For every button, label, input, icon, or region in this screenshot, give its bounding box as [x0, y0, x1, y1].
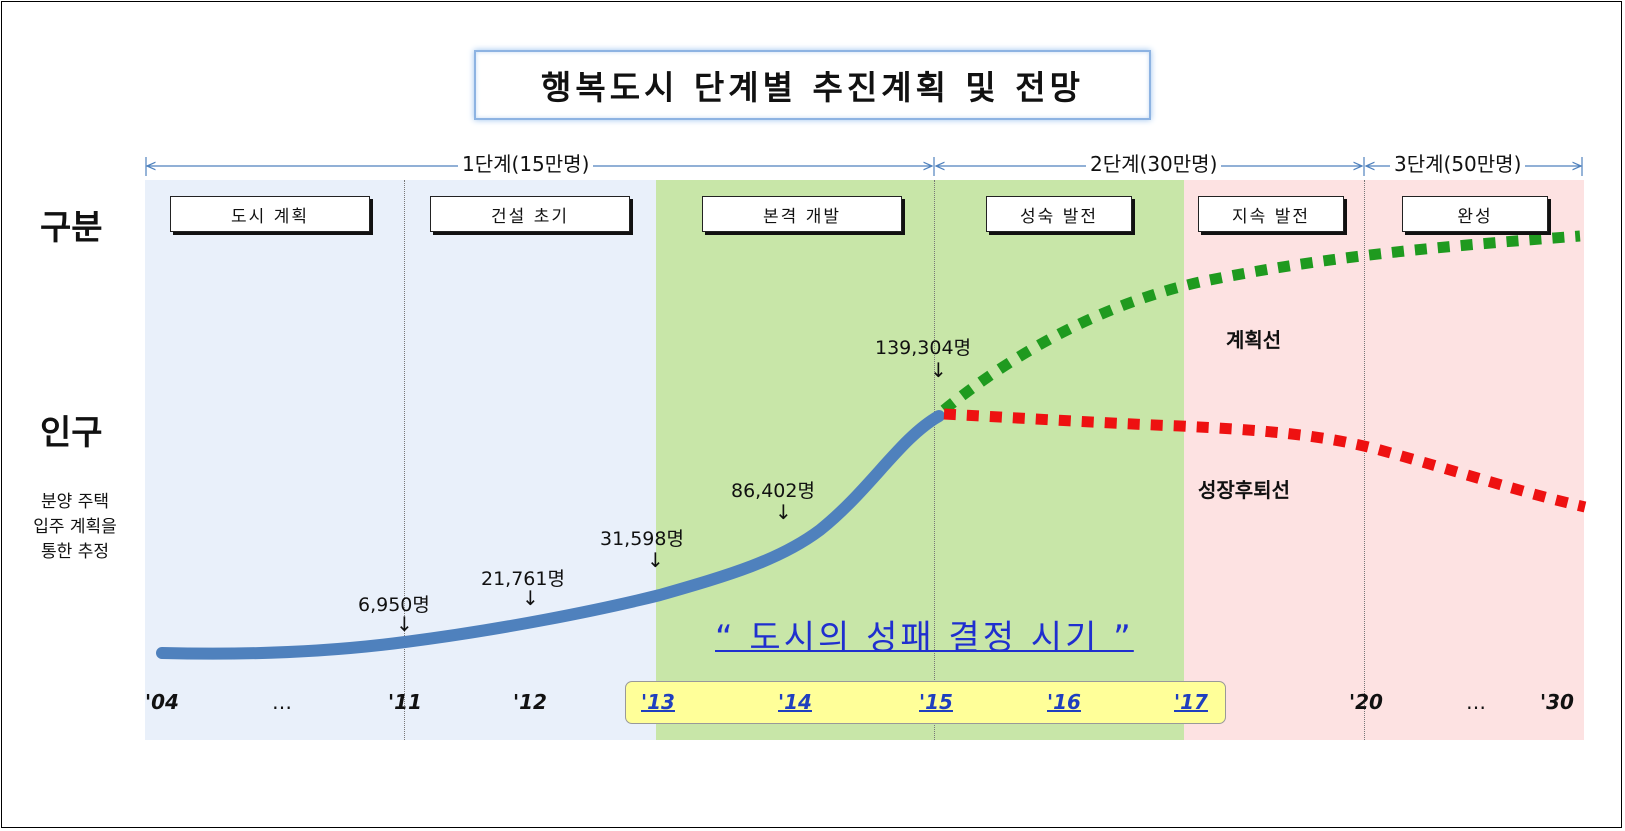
plan-line-label: 계획선	[1226, 328, 1282, 352]
year-2030: '30	[1540, 690, 1574, 714]
stage-1-label: 1단계(15만명)	[458, 148, 594, 177]
divider-2020	[1364, 180, 1365, 740]
note-line: 통한 추정	[41, 542, 109, 562]
phase-box-maturity: 성숙 발전	[986, 196, 1132, 232]
divider-2011	[404, 180, 405, 740]
slogan: “ 도시의 성패 결정 시기 ”	[715, 610, 1134, 659]
phase-box-early-construction: 건설 초기	[430, 196, 630, 232]
slogan-text: “ 도시의 성패 결정 시기 ”	[715, 618, 1134, 658]
population-2015: 139,304명	[875, 337, 972, 359]
phase-box-completion: 완성	[1402, 196, 1548, 232]
population-2011: 6,950명	[358, 594, 430, 616]
population-2012: 21,761명	[481, 568, 565, 590]
population-2014: 86,402명	[731, 480, 815, 502]
critical-period-highlight	[625, 681, 1226, 724]
stage-2-label: 2단계(30만명)	[1086, 148, 1222, 177]
estimate-note: 분양 주택 입주 계획을 통한 추정	[10, 490, 140, 565]
actual-population-line	[156, 410, 945, 660]
year-ellipsis: …	[1466, 690, 1486, 714]
band-late-period	[1184, 180, 1584, 740]
stage-3-label: 3단계(50만명)	[1390, 148, 1526, 177]
population-2013: 31,598명	[600, 528, 684, 550]
row-label-phase: 구분	[40, 208, 103, 248]
year-2016: '16	[1047, 690, 1081, 714]
year-2011: '11	[388, 690, 422, 714]
year-2014: '14	[778, 690, 812, 714]
phase-box-city-planning: 도시 계획	[170, 196, 370, 232]
phase-box-sustained: 지속 발전	[1198, 196, 1344, 232]
year-2020: '20	[1349, 690, 1383, 714]
band-growth-period	[656, 180, 1184, 740]
down-arrow-icon: ↓	[522, 586, 539, 610]
year-2012: '12	[513, 690, 547, 714]
down-arrow-icon: ↓	[396, 612, 413, 636]
divider-2015	[934, 180, 935, 740]
year-2013: '13	[641, 690, 675, 714]
note-line: 분양 주택	[41, 492, 109, 512]
title-box: 행복도시 단계별 추진계획 및 전망	[474, 50, 1151, 120]
decline-line-label: 성장후퇴선	[1198, 478, 1290, 502]
down-arrow-icon: ↓	[775, 500, 792, 524]
year-2017: '17	[1174, 690, 1208, 714]
year-2015: '15	[919, 690, 953, 714]
year-2004: '04	[145, 690, 179, 714]
row-label-population: 인구	[40, 413, 103, 453]
year-ellipsis: …	[272, 690, 292, 714]
note-line: 입주 계획을	[33, 517, 117, 537]
down-arrow-icon: ↓	[930, 358, 947, 382]
page-title: 행복도시 단계별 추진계획 및 전망	[541, 68, 1084, 107]
phase-box-full-development: 본격 개발	[702, 196, 902, 232]
plan-projection-line	[940, 230, 1581, 415]
down-arrow-icon: ↓	[647, 548, 664, 572]
